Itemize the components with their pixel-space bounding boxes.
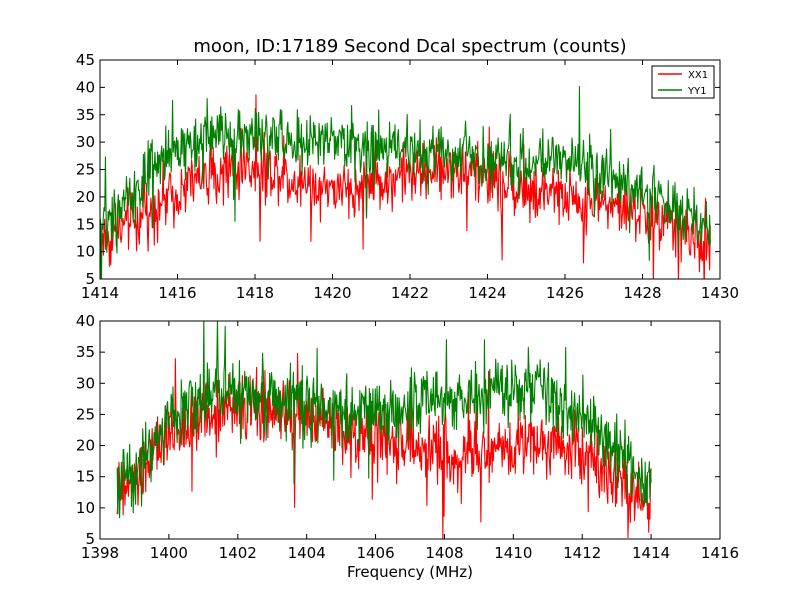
- bottom-x-tick-label: 1404: [288, 544, 326, 562]
- bottom-y-tick-label: 30: [76, 374, 95, 392]
- bottom-y-tick-label: 25: [76, 405, 95, 423]
- bottom-x-tick-label: 1402: [219, 544, 257, 562]
- top-y-tick-label: 30: [76, 133, 95, 151]
- legend-frame: [651, 65, 715, 99]
- bottom-series-group: [116, 321, 652, 539]
- top-series-yy1-line: [100, 85, 711, 279]
- top-y-tick-label: 5: [85, 270, 95, 288]
- bottom-plot: 1398 1400 1402 1404 1406 1408 1410 1412 1414 1416…: [76, 312, 739, 562]
- legend: XX1 YY1: [651, 65, 715, 99]
- top-x-tick-label: 1428: [623, 284, 661, 302]
- top-plot: 1414 1416 1418 1420 1422 1424 1426 1428 1430 5 10 1…: [76, 51, 739, 302]
- bottom-x-tick-label: 1410: [494, 544, 532, 562]
- top-y-tick-label: 10: [76, 243, 95, 261]
- bottom-y-tick-label: 15: [76, 468, 95, 486]
- top-x-tick-label: 1430: [701, 284, 739, 302]
- x-axis-label: Frequency (MHz): [347, 563, 473, 581]
- top-series-xx1-line: [100, 94, 711, 279]
- legend-label-xx1: XX1: [688, 70, 708, 81]
- bottom-series-xx1-line: [116, 352, 652, 539]
- top-x-tick-label: 1422: [391, 284, 429, 302]
- top-y-tick-label: 20: [76, 188, 95, 206]
- top-y-tick-label: 35: [76, 106, 95, 124]
- bottom-x-tick-label: 1400: [150, 544, 188, 562]
- top-x-tick-label: 1418: [236, 284, 274, 302]
- bottom-x-tick-label: 1398: [81, 544, 119, 562]
- bottom-x-tick-label: 1414: [632, 544, 670, 562]
- bottom-x-tick-label: 1416: [701, 544, 739, 562]
- top-y-tick-label: 40: [76, 78, 95, 96]
- bottom-x-tick-label: 1406: [356, 544, 394, 562]
- bottom-y-tick-label: 40: [76, 312, 95, 330]
- top-y-tick-label: 15: [76, 215, 95, 233]
- top-x-tick-label: 1426: [546, 284, 584, 302]
- bottom-axes-frame: [99, 320, 721, 540]
- top-y-tick-label: 25: [76, 161, 95, 179]
- bottom-x-tick-label: 1408: [425, 544, 463, 562]
- bottom-y-tick-label: 5: [85, 530, 95, 548]
- chart-title: moon, ID:17189 Second Dcal spectrum (cou…: [193, 36, 626, 57]
- bottom-y-tick-label: 35: [76, 343, 95, 361]
- top-x-tick-label: 1416: [158, 284, 196, 302]
- bottom-series-yy1-line: [116, 321, 652, 519]
- bottom-y-tick-label: 20: [76, 437, 95, 455]
- top-x-tick-label: 1424: [468, 284, 506, 302]
- bottom-x-tick-label: 1412: [563, 544, 601, 562]
- legend-label-yy1: YY1: [687, 86, 707, 97]
- top-x-tick-label: 1414: [81, 284, 119, 302]
- bottom-y-tick-label: 10: [76, 499, 95, 517]
- top-y-tick-label: 45: [76, 51, 95, 69]
- top-series-group: [100, 85, 711, 279]
- top-x-tick-label: 1420: [313, 284, 351, 302]
